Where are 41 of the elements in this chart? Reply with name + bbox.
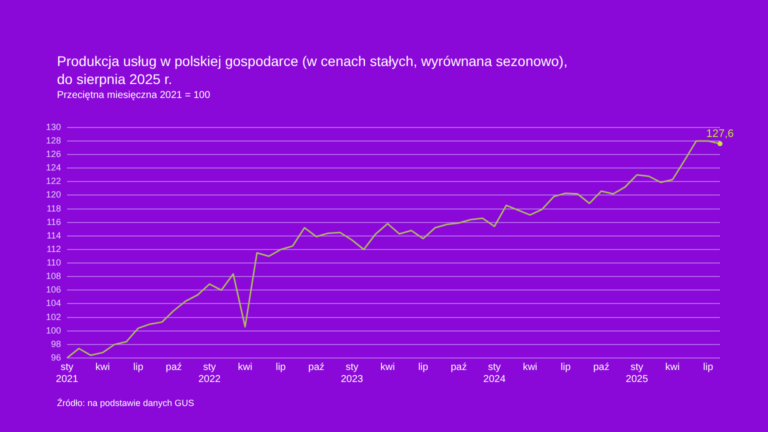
x-tick-label: lip (560, 362, 572, 373)
x-tick-label: lip (276, 362, 286, 373)
x-tick-label: lip (418, 362, 429, 373)
x-tick-label: paź (450, 362, 467, 373)
y-tick-label: 126 (46, 149, 62, 160)
y-tick-label: 116 (46, 216, 62, 227)
y-tick-label: 112 (46, 244, 62, 254)
text: Źródło: na podstawie danych GUS (57, 398, 194, 408)
x-tick-label: lip (133, 362, 144, 373)
y-tick-label: 120 (46, 190, 62, 200)
x-tick-label: kwi (380, 362, 395, 373)
x-tick-label: sty 2024 (483, 362, 506, 385)
x-tick-label: sty 2021 (56, 362, 79, 385)
y-tick-label: 102 (46, 312, 62, 322)
chart-title: Produkcja usług w polskiej gospodarce (w cenach stałych, wyrównana sezonowo), do sierpnia 2025 r. (57, 52, 568, 88)
y-tick-label: 100 (46, 325, 62, 336)
x-tick-label: paź (308, 362, 324, 373)
chart-subtitle: Przeciętna miesięczna 2021 = 100 (57, 90, 210, 101)
x-tick-label: paź (593, 362, 610, 373)
y-tick-label: 124 (46, 162, 62, 173)
x-tick-label: paź (166, 362, 182, 373)
y-tick-label: 96 (51, 352, 62, 362)
x-tick-label: kwi (95, 362, 110, 373)
x-tick-label: lip (703, 362, 714, 373)
y-tick-label: 98 (51, 338, 62, 349)
x-tick-label: sty 2025 (626, 362, 648, 385)
y-tick-label: 128 (46, 135, 62, 146)
x-tick-label: kwi (665, 362, 680, 373)
y-tick-label: 108 (46, 271, 62, 282)
x-tick-label: kwi (522, 362, 538, 373)
y-tick-label: 122 (46, 176, 62, 186)
x-tick-label: sty 2023 (340, 362, 364, 385)
y-tick-label: 118 (46, 203, 62, 214)
y-tick-label: 130 (46, 122, 62, 132)
x-tick-label: kwi (238, 362, 252, 373)
x-tick-label: sty 2022 (198, 362, 222, 385)
y-tick-label: 114 (46, 230, 62, 240)
y-tick-label: 110 (46, 258, 62, 268)
y-tick-label: 106 (46, 284, 62, 295)
data-label: 127,6 (706, 128, 734, 140)
y-tick-label: 104 (46, 298, 62, 308)
